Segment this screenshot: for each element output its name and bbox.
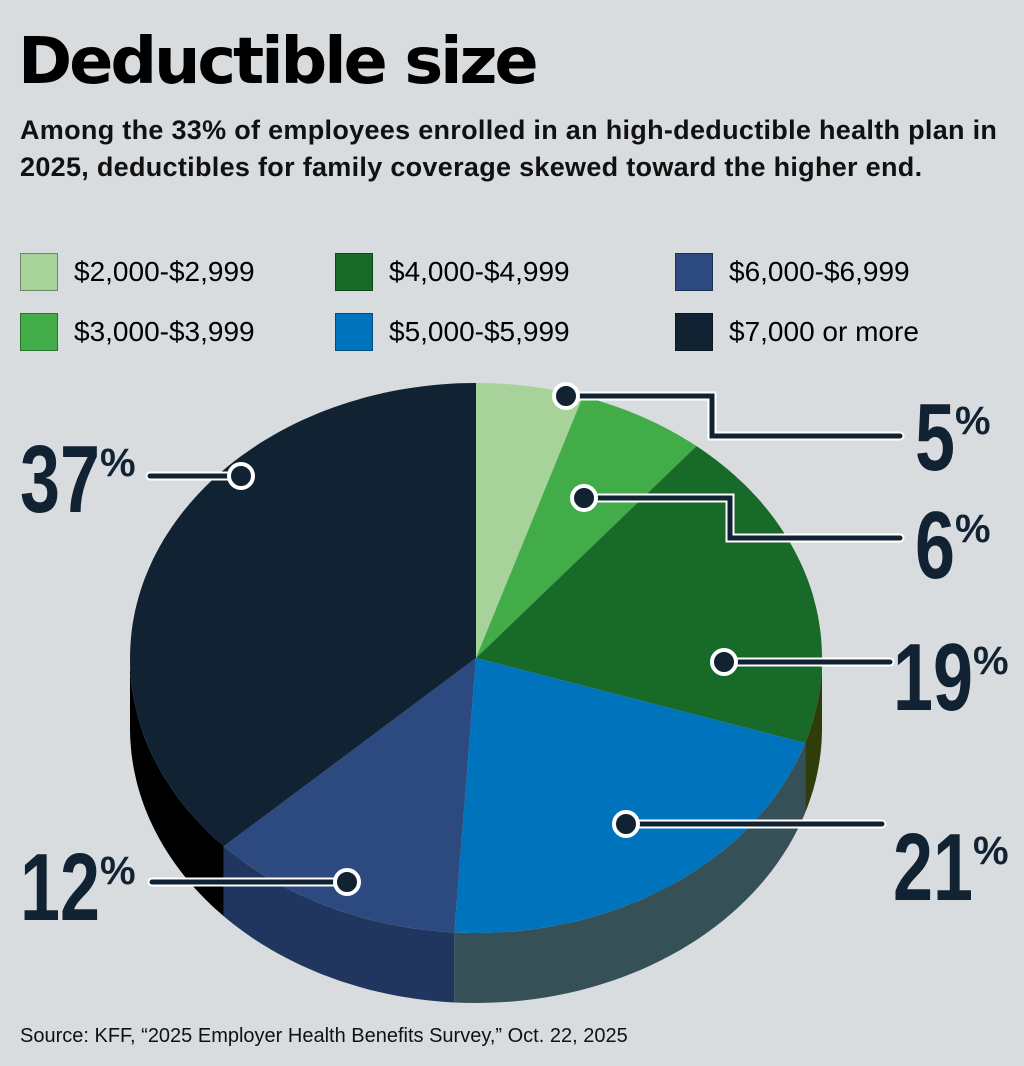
pie-slice	[130, 383, 476, 847]
legend-item: $6,000-$6,999	[675, 252, 1005, 292]
pct-value: 5	[915, 384, 955, 491]
pie-side-19	[805, 658, 822, 813]
pct-sign: %	[973, 639, 1009, 683]
pct-value: 12	[20, 834, 100, 941]
legend-item: $3,000-$3,999	[20, 312, 335, 352]
legend-item: $4,000-$4,999	[335, 252, 675, 292]
pct-value: 37	[20, 426, 100, 533]
pct-label: 37%	[20, 426, 136, 533]
legend-swatch	[335, 313, 373, 351]
leader-line	[563, 393, 903, 439]
pie-slice	[476, 396, 697, 658]
legend-item: $5,000-$5,999	[335, 312, 675, 352]
pct-label: 5%	[915, 384, 991, 491]
pie-slice	[476, 383, 583, 658]
pct-label: 21%	[893, 814, 1009, 921]
leader-dot	[710, 648, 738, 676]
pct-label: 6%	[915, 492, 991, 599]
leader-dot	[333, 868, 361, 896]
legend-swatch	[675, 253, 713, 291]
pct-sign: %	[100, 849, 136, 893]
legend-swatch	[335, 253, 373, 291]
legend-label: $4,000-$4,999	[389, 256, 570, 287]
pct-value: 21	[893, 814, 973, 921]
legend-item: $2,000-$2,999	[20, 252, 335, 292]
leader-dot	[552, 382, 580, 410]
legend-item: $7,000 or more	[675, 312, 1005, 352]
legend-label: $5,000-$5,999	[389, 316, 570, 347]
leader-dot	[612, 810, 640, 838]
pct-sign: %	[100, 441, 136, 485]
leader-dot	[570, 484, 598, 512]
pct-label: 19%	[893, 624, 1009, 731]
legend-label: $7,000 or more	[729, 316, 919, 347]
legend-swatch	[20, 253, 58, 291]
pct-sign: %	[955, 507, 991, 551]
pie-slice	[454, 658, 806, 933]
pie-top	[130, 383, 822, 933]
pie-side-12	[223, 846, 455, 1003]
leader-dot	[227, 462, 255, 490]
legend: $2,000-$2,999 $4,000-$4,999 $6,000-$6,99…	[20, 252, 1020, 352]
legend-swatch	[675, 313, 713, 351]
pct-value: 19	[893, 624, 973, 731]
chart-title: Deductible size	[18, 25, 539, 99]
pie-side-37	[130, 658, 224, 917]
leader-line	[581, 495, 903, 541]
legend-label: $2,000-$2,999	[74, 256, 255, 287]
pie-slice	[223, 658, 476, 933]
legend-label: $3,000-$3,999	[74, 316, 255, 347]
chart-subtitle: Among the 33% of employees enrolled in a…	[20, 115, 998, 182]
pct-label: 12%	[20, 834, 136, 941]
pie-labels: 5%6%19%21%12%37%	[20, 382, 1009, 941]
pct-sign: %	[973, 829, 1009, 873]
legend-swatch	[20, 313, 58, 351]
pct-value: 6	[915, 492, 955, 599]
pct-sign: %	[955, 399, 991, 443]
source-note: Source: KFF, “2025 Employer Health Benef…	[20, 1025, 628, 1047]
legend-label: $6,000-$6,999	[729, 256, 910, 287]
pie-side-walls	[130, 658, 822, 1003]
pie-side-21	[454, 743, 806, 1003]
